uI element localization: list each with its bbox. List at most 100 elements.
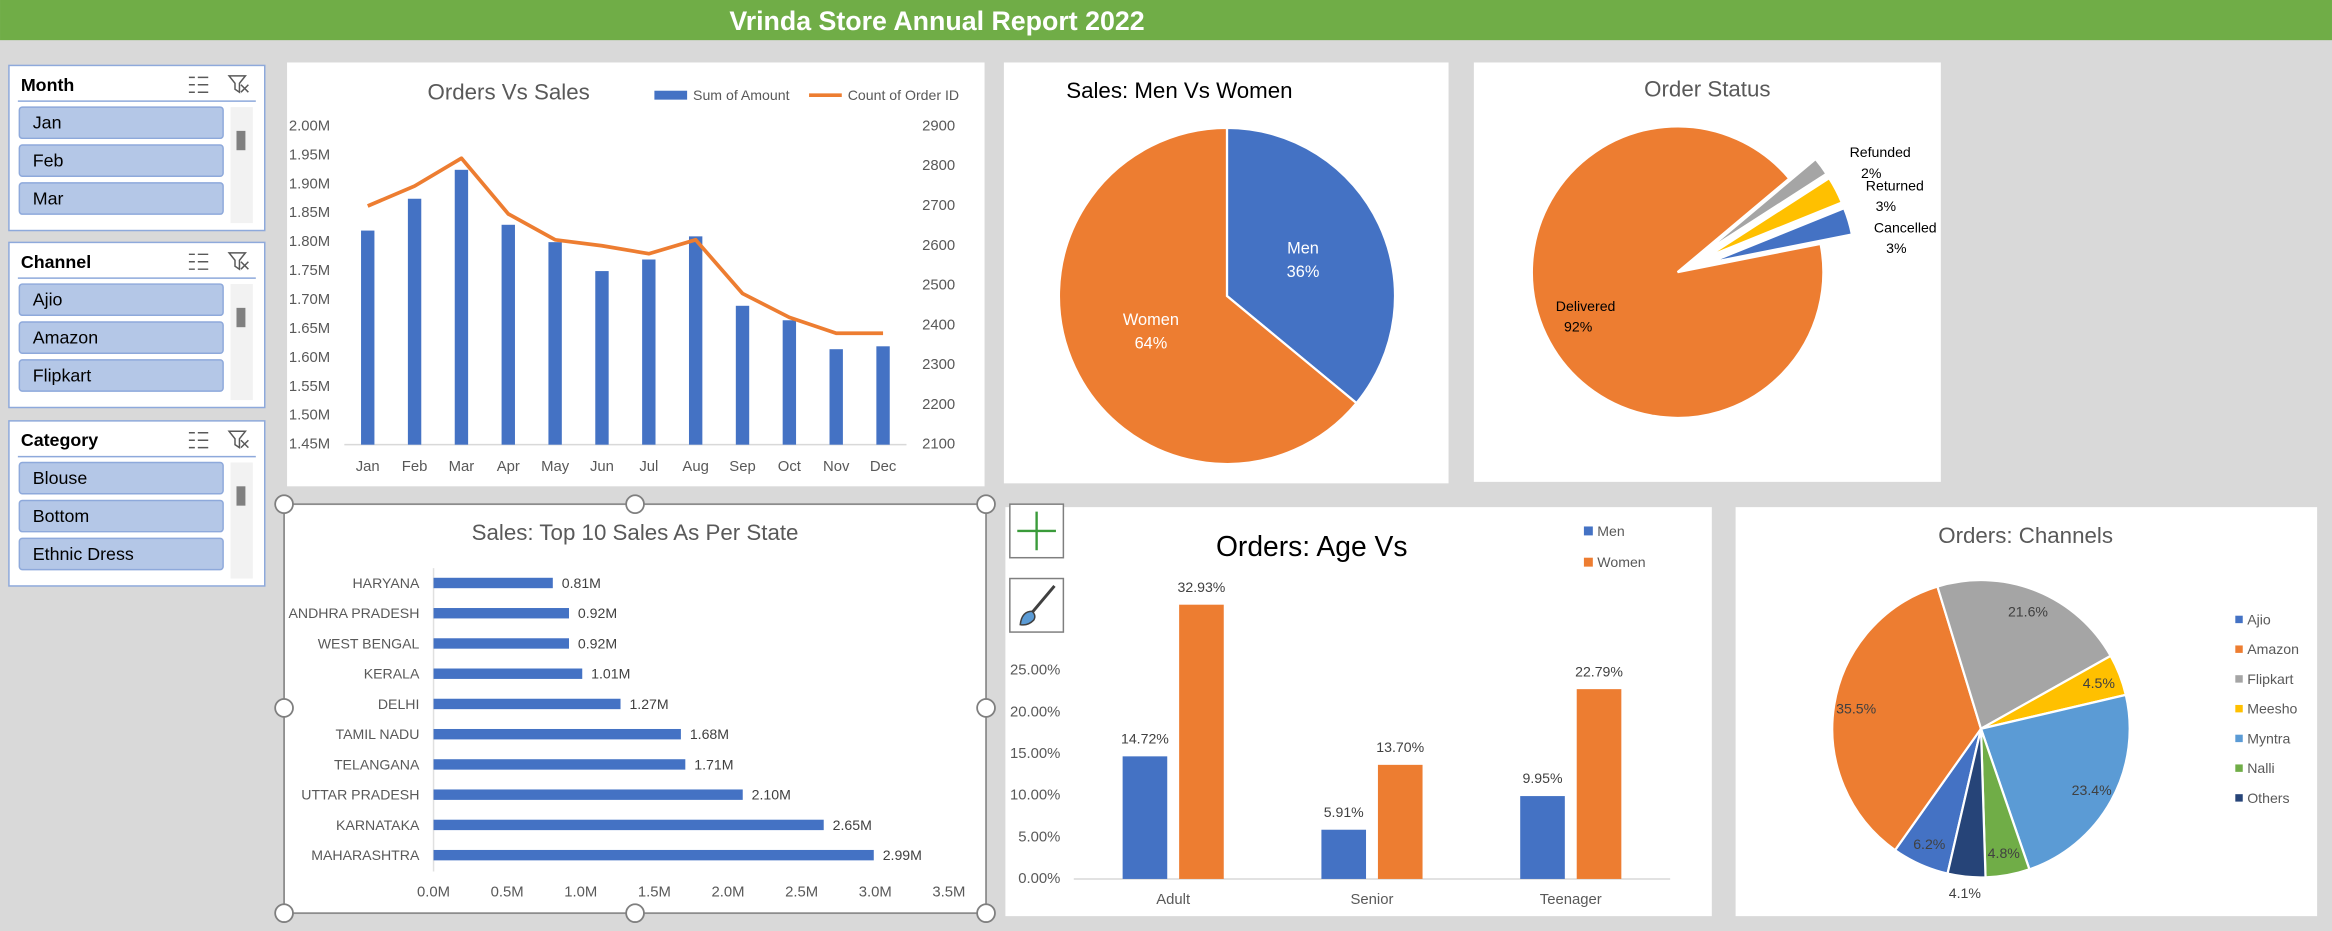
resize-handle[interactable] [976,494,996,514]
legend-swatch [1583,526,1593,536]
slicer-title: Category [21,430,98,450]
slicer-title: Month [21,75,74,95]
slicer-item-label[interactable]: Jan [33,113,62,133]
clear-filter-icon[interactable] [227,430,249,450]
slicer-item[interactable] [18,182,224,215]
slicer-item[interactable] [18,499,224,533]
bar [501,224,515,445]
slicer-item[interactable] [18,321,224,354]
slicer-item[interactable] [18,537,224,571]
scrollbar-thumb[interactable] [236,307,246,328]
line [367,156,884,336]
y2-tick-label: 2200 [922,397,955,413]
slice-value-label: 3% [1886,240,1907,256]
resize-handle[interactable] [274,903,294,923]
slicer-item[interactable] [18,283,224,317]
slicer-item-label[interactable]: Feb [33,151,64,171]
slicer-item[interactable] [18,359,224,392]
header-bar [0,0,2332,41]
panel-selected[interactable] [283,503,987,915]
pie-slice [1708,206,1854,264]
bar [548,242,562,445]
pie-slice [1706,176,1844,259]
value-label: 5.91% [1324,804,1364,820]
bar [433,577,553,589]
slicer-item[interactable] [18,106,224,140]
slicer-item-label[interactable]: Ajio [33,290,63,310]
y-tick-label: ANDHRA PRADESH [288,605,419,621]
slicer-item-label[interactable]: Ethnic Dress [33,544,134,564]
value-label: 2.65M [833,817,872,833]
y-tick-label: 5.00% [1018,829,1060,845]
y-tick-label: DELHI [378,696,420,712]
slice-value-label: 21.6% [2008,603,2048,619]
scrollbar-thumb[interactable] [236,486,246,506]
value-label: 14.72% [1121,731,1169,747]
bar [433,668,583,679]
scrollbar[interactable] [230,284,253,401]
y-tick-label: 0.00% [1018,871,1060,887]
slicer-item-label[interactable]: Amazon [33,328,98,348]
bar [433,698,621,710]
y-tick-label: 1.65M [289,321,330,337]
chart-tools[interactable] [1009,503,1065,633]
y-tick-label: 1.90M [289,176,330,192]
bar [454,169,469,445]
slice-value-label: 36% [1287,263,1320,281]
legend-label: Others [2247,790,2289,806]
resize-handle[interactable] [274,494,294,514]
slice-category-label: Delivered [1556,298,1616,314]
clear-filter-icon[interactable] [227,75,249,94]
clear-filter-icon[interactable] [227,252,249,271]
y2-tick-label: 2800 [922,158,955,174]
x-tick-label: Senior [1351,892,1394,908]
legend-label: Count of Order ID [848,87,959,103]
legend-swatch [2235,645,2243,653]
legend-label: Myntra [2247,730,2290,746]
slicer-item-label[interactable]: Blouse [33,468,88,488]
resize-handle[interactable] [976,698,996,718]
resize-handle[interactable] [625,903,645,923]
bar [1321,829,1367,879]
scrollbar-thumb[interactable] [236,130,246,151]
multi-select-icon[interactable] [188,253,209,270]
y-tick-label: 1.80M [289,234,330,250]
scrollbar[interactable] [230,462,253,579]
slice-category-label: Cancelled [1874,219,1937,235]
chart-title: Orders Vs Sales [427,80,589,105]
slicer-item-label[interactable]: Flipkart [33,366,91,386]
slicer-item[interactable] [18,144,224,177]
legend-swatch [2235,794,2243,802]
slicer-title: Channel [21,252,91,272]
pie-slice [1057,126,1359,466]
bar [433,819,824,831]
pie-slice [1530,125,1825,419]
resize-handle[interactable] [976,903,996,923]
slice-value-label: 92% [1564,319,1593,335]
bar [595,271,609,445]
bar [1377,764,1423,879]
legend-swatch [2235,704,2243,713]
slice-value-label: 4.5% [2083,675,2116,691]
pie-slice [1831,585,1983,852]
multi-select-icon[interactable] [188,76,209,93]
x-tick-label: 1.5M [638,884,671,900]
slice-value-label: 2% [1861,165,1882,181]
y-tick-label: TELANGANA [334,756,420,772]
bar [688,236,703,445]
scrollbar[interactable] [230,107,253,224]
slicer-item[interactable] [18,461,224,495]
legend-swatch [654,90,688,100]
resize-handle[interactable] [625,494,645,514]
x-tick-label: Sep [729,459,755,475]
legend-swatch [1583,557,1593,567]
x-tick-label: Feb [402,459,428,475]
slicer-item-label[interactable]: Bottom [33,506,89,526]
y-tick-label: UTTAR PRADESH [301,787,419,803]
slicer-item-label[interactable]: Mar [33,189,64,209]
resize-handle[interactable] [274,698,294,718]
y-tick-label: 2.00M [289,118,330,134]
x-tick-label: May [541,459,570,475]
x-tick-label: Dec [870,459,897,475]
multi-select-icon[interactable] [188,432,209,449]
